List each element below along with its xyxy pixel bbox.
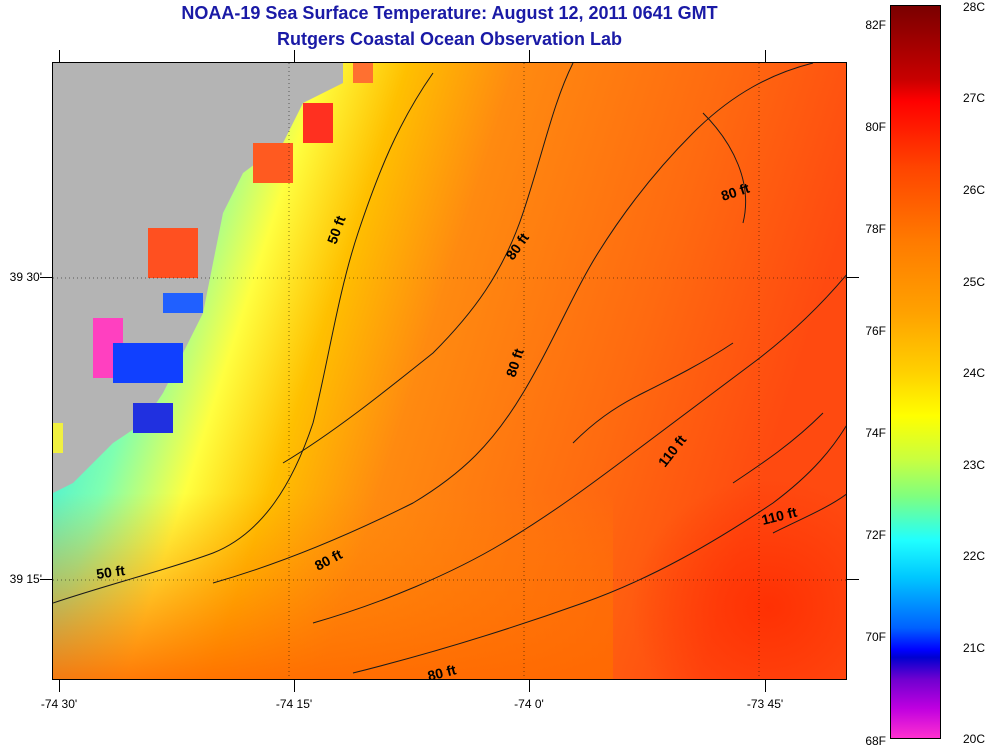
sst-warm-core: [453, 313, 846, 679]
map-title: NOAA-19 Sea Surface Temperature: August …: [181, 3, 718, 23]
colorbar-c-label: 26C: [963, 183, 986, 197]
colorbar-c-label: 21C: [963, 641, 986, 655]
colorbar-c-label: 22C: [963, 549, 986, 563]
colorbar-f-label: 82F: [865, 18, 886, 32]
y-axis-label: 39 30': [9, 270, 42, 284]
sst-map-canvas: 50 ft 80 ft 80 ft 80 ft 110 ft 110 ft 50…: [53, 63, 846, 680]
colorbar-f-label: 68F: [865, 734, 886, 748]
sst-map: 50 ft 80 ft 80 ft 80 ft 110 ft 110 ft 50…: [52, 62, 847, 680]
colorbar-f-label: 74F: [865, 426, 886, 440]
graticule: [53, 63, 846, 679]
colorbar-c-label: 24C: [963, 366, 986, 380]
bathymetry-contours: [53, 63, 846, 674]
temperature-colorbar: [890, 5, 941, 739]
colorbar-f-label: 76F: [865, 324, 886, 338]
colorbar-f-label: 80F: [865, 120, 886, 134]
x-axis-label: -73 45': [746, 697, 784, 711]
colorbar-f-label: 70F: [865, 630, 886, 644]
y-axis-label: 39 15': [9, 572, 42, 586]
colorbar-c-label: 20C: [963, 732, 986, 746]
colorbar-f-label: 72F: [865, 528, 886, 542]
colorbar-f-label: 78F: [865, 222, 886, 236]
coastal-pixels: [53, 63, 373, 453]
x-axis-label: -74 0': [514, 697, 544, 711]
x-axis-label: -74 30': [40, 697, 78, 711]
colorbar-c-label: 28C: [963, 0, 986, 14]
colorbar-c-label: 25C: [963, 275, 986, 289]
colorbar-c-label: 23C: [963, 458, 986, 472]
contour-label: 50 ft: [95, 562, 126, 582]
x-axis-label: -74 15': [275, 697, 313, 711]
colorbar-c-label: 27C: [963, 91, 986, 105]
contour-label: 80 ft: [426, 661, 458, 680]
map-subtitle: Rutgers Coastal Ocean Observation Lab: [276, 29, 623, 49]
